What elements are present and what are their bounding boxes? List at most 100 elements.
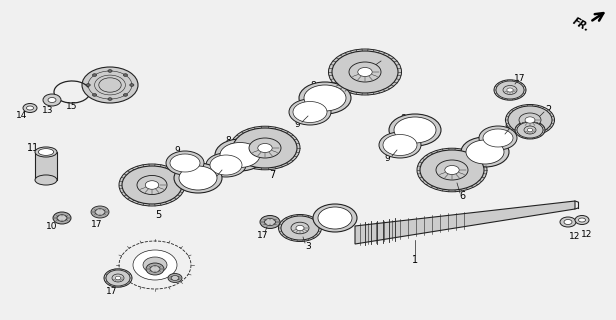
Ellipse shape [82, 67, 138, 103]
Ellipse shape [230, 126, 300, 170]
Ellipse shape [494, 80, 526, 100]
Ellipse shape [130, 84, 134, 86]
Ellipse shape [264, 219, 275, 226]
Text: 8: 8 [493, 135, 499, 145]
Ellipse shape [507, 88, 513, 92]
Ellipse shape [137, 175, 167, 195]
Ellipse shape [95, 75, 126, 95]
Text: 2: 2 [545, 105, 551, 115]
Ellipse shape [461, 137, 509, 167]
Ellipse shape [291, 222, 309, 234]
Ellipse shape [210, 155, 242, 175]
Ellipse shape [86, 84, 91, 86]
Ellipse shape [527, 128, 533, 132]
Ellipse shape [99, 78, 121, 92]
Ellipse shape [53, 212, 71, 224]
Ellipse shape [35, 147, 57, 157]
Ellipse shape [564, 220, 572, 225]
Ellipse shape [293, 101, 327, 123]
Ellipse shape [420, 150, 484, 190]
Text: 8: 8 [310, 81, 316, 90]
Ellipse shape [220, 142, 260, 167]
Text: 17: 17 [91, 220, 103, 228]
Text: 9: 9 [504, 123, 510, 132]
Ellipse shape [575, 215, 589, 225]
Ellipse shape [92, 93, 97, 96]
Text: 12: 12 [569, 231, 581, 241]
Ellipse shape [95, 209, 105, 215]
Ellipse shape [524, 126, 536, 134]
Ellipse shape [383, 134, 417, 156]
Ellipse shape [313, 204, 357, 232]
Polygon shape [355, 201, 575, 244]
Ellipse shape [299, 82, 351, 114]
Ellipse shape [466, 140, 504, 164]
Text: FR.: FR. [570, 16, 591, 34]
Ellipse shape [349, 62, 381, 82]
Ellipse shape [436, 160, 468, 180]
Ellipse shape [122, 166, 182, 204]
Ellipse shape [108, 70, 112, 72]
Text: 9: 9 [384, 154, 390, 163]
Ellipse shape [112, 274, 124, 282]
Ellipse shape [150, 266, 160, 272]
Text: 8: 8 [400, 114, 406, 123]
Ellipse shape [394, 117, 436, 143]
Ellipse shape [43, 94, 61, 106]
Ellipse shape [115, 276, 121, 280]
Ellipse shape [26, 106, 33, 110]
Text: 17: 17 [257, 230, 269, 239]
Ellipse shape [515, 121, 545, 139]
Ellipse shape [508, 106, 552, 134]
Ellipse shape [35, 175, 57, 185]
Ellipse shape [57, 215, 67, 221]
Ellipse shape [358, 68, 372, 76]
Ellipse shape [519, 113, 541, 127]
Ellipse shape [417, 148, 487, 192]
Ellipse shape [133, 250, 177, 280]
Text: 4: 4 [382, 53, 388, 63]
Ellipse shape [123, 74, 128, 76]
Ellipse shape [92, 74, 97, 76]
Text: 6: 6 [459, 191, 465, 201]
Ellipse shape [171, 276, 179, 280]
Ellipse shape [106, 270, 130, 286]
Text: 7: 7 [269, 170, 275, 180]
Ellipse shape [560, 217, 576, 227]
Text: 9: 9 [294, 119, 300, 129]
Ellipse shape [166, 151, 204, 175]
Text: 13: 13 [43, 106, 54, 115]
Text: 9: 9 [210, 173, 216, 182]
Ellipse shape [260, 215, 280, 228]
Ellipse shape [503, 85, 517, 94]
Ellipse shape [174, 163, 222, 193]
Ellipse shape [278, 214, 322, 242]
Ellipse shape [38, 149, 54, 156]
Ellipse shape [379, 132, 421, 158]
Ellipse shape [517, 122, 543, 138]
Ellipse shape [483, 129, 513, 147]
Text: 15: 15 [67, 101, 78, 110]
Text: 3: 3 [305, 242, 311, 251]
Text: 1: 1 [412, 255, 418, 265]
Ellipse shape [578, 218, 585, 222]
Ellipse shape [496, 81, 524, 99]
Ellipse shape [168, 274, 182, 283]
Ellipse shape [88, 71, 132, 99]
Ellipse shape [445, 165, 459, 174]
Ellipse shape [233, 128, 297, 168]
Text: 14: 14 [16, 110, 28, 119]
Ellipse shape [170, 154, 200, 172]
Ellipse shape [249, 138, 281, 158]
Ellipse shape [318, 207, 352, 229]
Ellipse shape [389, 114, 441, 146]
Ellipse shape [23, 103, 37, 113]
Ellipse shape [143, 257, 167, 273]
Ellipse shape [332, 51, 398, 93]
Ellipse shape [506, 105, 554, 135]
Text: 11: 11 [27, 143, 39, 153]
Ellipse shape [304, 85, 346, 111]
Ellipse shape [525, 117, 535, 123]
Ellipse shape [206, 153, 246, 177]
Text: 8: 8 [225, 135, 231, 145]
